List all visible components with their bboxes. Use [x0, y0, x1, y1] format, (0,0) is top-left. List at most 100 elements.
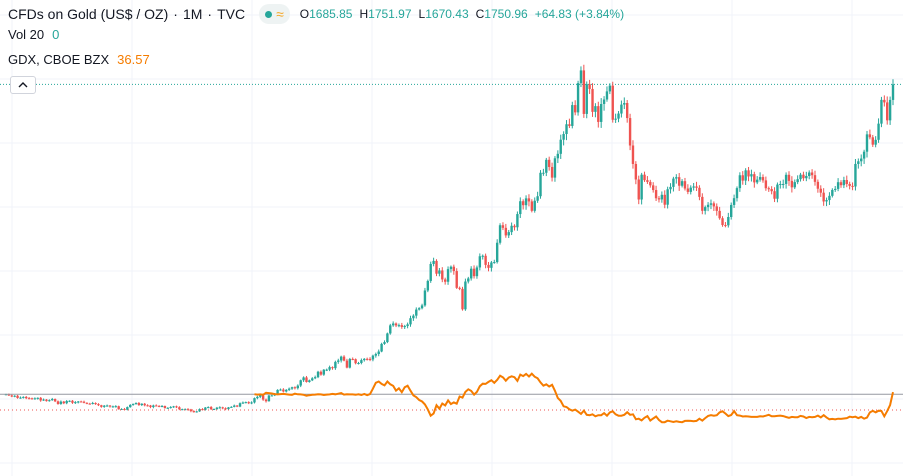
- candle-body: [591, 88, 594, 112]
- candle-body: [657, 198, 661, 200]
- candle-body: [209, 407, 213, 410]
- candle-body: [311, 378, 314, 381]
- candle-body: [143, 403, 146, 406]
- candle-body: [651, 185, 655, 191]
- candle-body: [313, 377, 317, 379]
- candle-body: [331, 367, 334, 369]
- open-value: 1685.85: [309, 7, 353, 21]
- candle-body: [568, 124, 571, 126]
- candle-body: [181, 409, 184, 411]
- interval-label[interactable]: 1M: [182, 6, 203, 22]
- candle-body: [308, 380, 311, 383]
- candle-body: [438, 270, 441, 274]
- candle-body: [753, 174, 756, 183]
- candle-body: [71, 400, 74, 403]
- candle-body: [25, 396, 28, 399]
- candle-body: [519, 201, 522, 215]
- candle-body: [360, 360, 363, 364]
- candle-body: [394, 323, 398, 326]
- candle-body: [345, 360, 349, 368]
- candle-body: [886, 102, 889, 121]
- candle-body: [409, 318, 412, 325]
- candle-body: [805, 175, 808, 179]
- candle-body: [588, 84, 591, 89]
- candle-body: [377, 351, 380, 355]
- candle-body: [195, 411, 198, 413]
- candle-body: [472, 268, 476, 277]
- candle-body: [614, 118, 617, 120]
- candle-body: [741, 175, 744, 181]
- candle-body: [120, 409, 123, 411]
- candle-body: [429, 263, 432, 281]
- candle-body: [799, 174, 802, 180]
- candle-body: [816, 181, 820, 189]
- candle-body: [39, 397, 42, 401]
- candle-body: [296, 385, 300, 389]
- candle-body: [458, 287, 461, 289]
- candle-body: [819, 188, 822, 193]
- candle-body: [348, 358, 352, 368]
- candle-body: [406, 324, 409, 327]
- comparison-legend-row[interactable]: GDX, CBOE BZX 36.57: [8, 52, 150, 67]
- candle-body: [85, 402, 89, 404]
- candle-body: [391, 323, 395, 326]
- candle-body: [178, 407, 181, 410]
- candle-body: [452, 266, 456, 272]
- candle-body: [100, 405, 103, 407]
- gdx-reference-lines: [0, 393, 903, 411]
- collapse-legend-button[interactable]: [10, 76, 36, 94]
- candle-body: [157, 405, 161, 407]
- candle-body: [302, 377, 305, 381]
- candle-body: [105, 405, 109, 407]
- volume-legend-row[interactable]: Vol 20 0: [8, 27, 59, 42]
- candle-body: [888, 99, 892, 121]
- candle-body: [221, 407, 224, 409]
- candle-body: [357, 363, 360, 365]
- candle-body: [103, 405, 106, 407]
- candle-body: [79, 401, 83, 403]
- candle-body: [738, 175, 742, 189]
- candle-body: [82, 401, 86, 403]
- candle-body: [536, 196, 539, 201]
- candle-body: [316, 371, 320, 378]
- candle-body: [782, 183, 785, 185]
- candle-body: [264, 399, 268, 402]
- candle-body: [368, 358, 372, 360]
- candle-body: [287, 388, 291, 390]
- candle-body: [599, 104, 603, 122]
- candle-body: [484, 255, 487, 265]
- candle-body: [328, 367, 331, 370]
- candle-body: [834, 188, 837, 190]
- candle-body: [129, 404, 132, 408]
- candle-body: [712, 203, 716, 207]
- candle-body: [672, 178, 675, 187]
- candle-body: [871, 137, 874, 145]
- candle-body: [793, 182, 796, 188]
- candle-body: [501, 225, 505, 228]
- candle-body: [802, 174, 805, 179]
- candle-body: [244, 402, 248, 404]
- candle-body: [594, 106, 597, 112]
- candle-body: [400, 325, 404, 327]
- candle-body: [224, 408, 227, 410]
- candle-body: [146, 405, 149, 407]
- symbol-title[interactable]: CFDs on Gold (US$ / OZ): [8, 6, 169, 22]
- candle-body: [65, 401, 68, 404]
- candle-body: [134, 403, 138, 405]
- candle-body: [77, 401, 80, 403]
- high-value: 1751.97: [368, 7, 412, 21]
- candle-body: [790, 180, 794, 188]
- ohlc-values: O1685.85 H1751.97 L1670.43 C1750.96 +64.…: [300, 7, 624, 21]
- candle-body: [770, 189, 773, 192]
- market-status-icon[interactable]: ≈: [259, 4, 290, 24]
- candle-body: [683, 181, 687, 189]
- candle-body: [441, 270, 444, 280]
- candle-body: [891, 84, 895, 100]
- candle-body: [7, 394, 11, 396]
- candle-body: [715, 206, 718, 211]
- candle-body: [602, 99, 606, 105]
- candle-body: [533, 200, 536, 211]
- candle-body: [848, 184, 851, 186]
- candle-body: [565, 124, 568, 135]
